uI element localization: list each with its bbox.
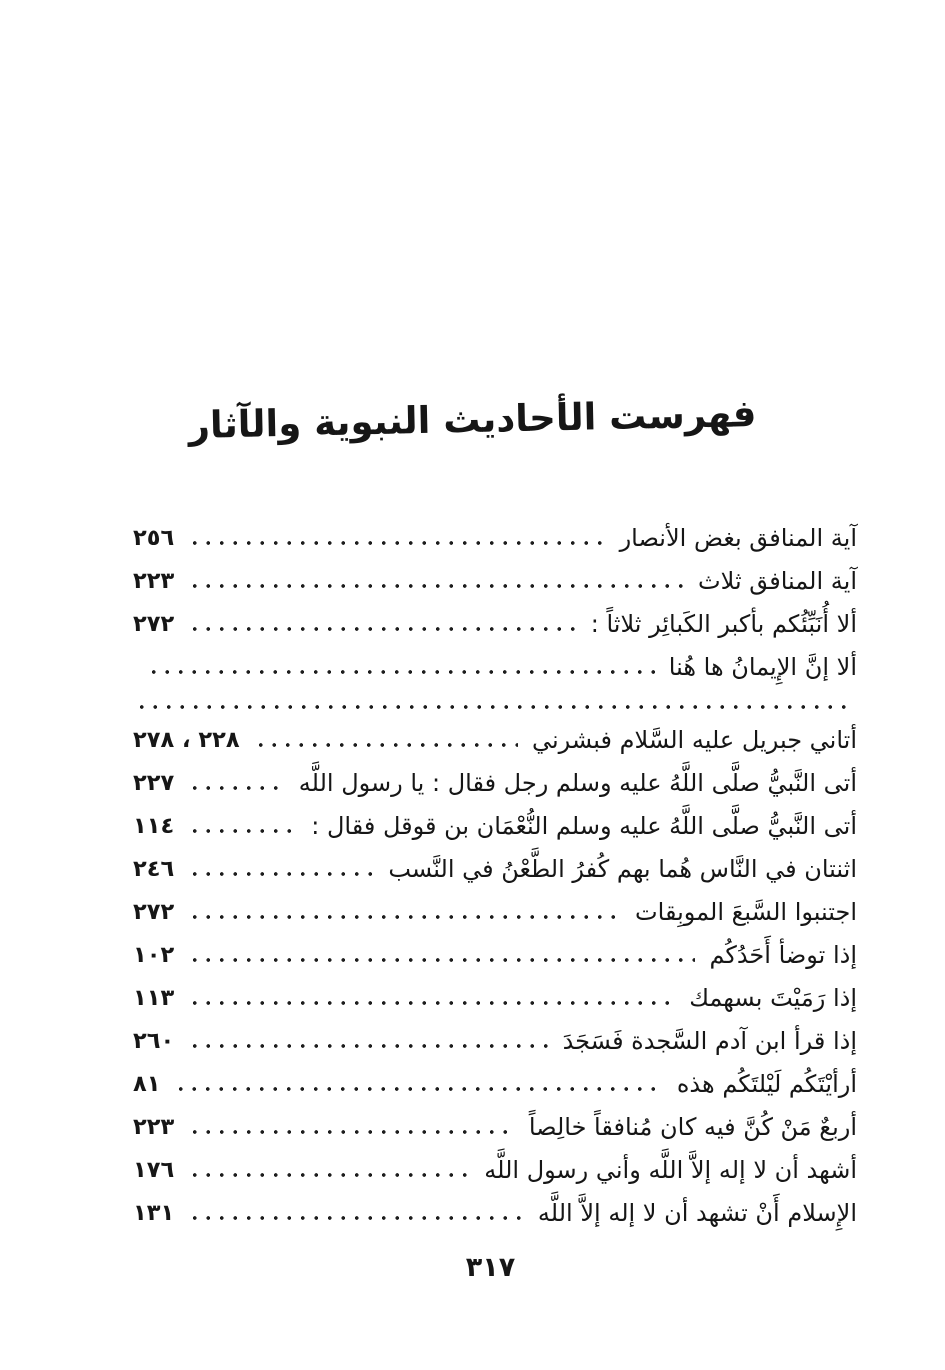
entry-page-number: ١١٤ [133, 812, 175, 839]
dot-leader [188, 1105, 515, 1148]
entry-text: أربعٌ مَنْ كُنَّ فيه كان مُنافقاً خالِصا… [528, 1112, 857, 1141]
entry-page-number: ٢٧٢ [133, 610, 175, 637]
entry-page-number: ١٣١ [133, 1199, 175, 1226]
index-entry: أشهد أن لا إله إلاَّ اللَّه وأني رسول ال… [133, 1148, 857, 1191]
index-entry: آية المنافق ثلاث ٢٢٣ [133, 559, 857, 602]
index-entry: اثنتان في النَّاس هُما بهم كُفرُ الطَّعْ… [133, 847, 857, 890]
entry-text: إذا قرأ ابن آدم السَّجدة فَسَجَدَ [562, 1026, 857, 1055]
dot-leader [188, 847, 375, 890]
entry-page-number: ١٠٢ [133, 941, 175, 968]
hadith-index-list: آية المنافق بغض الأنصار ٢٥٦ آية المنافق … [133, 516, 857, 1234]
dot-leader [188, 559, 685, 602]
index-entry: أرأيْتَكُم لَيْلتَكُم هذه ٨١ [133, 1062, 857, 1105]
index-entry: آية المنافق بغض الأنصار ٢٥٦ [133, 516, 857, 559]
dot-leader [188, 602, 577, 645]
entry-text: إذا توضأ أَحَدُكُم [709, 940, 857, 969]
dot-leader [188, 516, 606, 559]
dot-leader [188, 1019, 549, 1062]
dot-leader [188, 1148, 471, 1191]
entry-text: ألا إنَّ الإِيمانُ ها هُنا [668, 652, 857, 681]
page-title: فهرست الأحاديث النبوية والآثار [188, 392, 757, 447]
entry-page-number: ٨١ [133, 1070, 161, 1097]
index-entry: أتى النَّبيُّ صلَّى اللَّهُ عليه وسلم رج… [133, 761, 857, 804]
entry-page-number: ٢٢٣ [133, 1113, 175, 1140]
entry-page-number: ٢٥٦ [133, 524, 175, 551]
entry-text: أتى النَّبيُّ صلَّى اللَّهُ عليه وسلم رج… [298, 768, 857, 797]
entry-page-number: ٢٦٠ [133, 1027, 175, 1054]
entry-text: أشهد أن لا إله إلاَّ اللَّه وأني رسول ال… [484, 1155, 857, 1184]
entry-page-number: ٢٢٧ [133, 769, 175, 796]
entry-text: اجتنبوا السَّبعَ الموبِقات [635, 897, 857, 926]
entry-text: اثنتان في النَّاس هُما بهم كُفرُ الطَّعْ… [388, 854, 857, 883]
entry-text: أرأيْتَكُم لَيْلتَكُم هذه [676, 1069, 857, 1098]
dot-leader [253, 718, 518, 761]
index-entry: ألا إنَّ الإِيمانُ ها هُنا [133, 645, 857, 688]
entry-text: آية المنافق بغض الأنصار [619, 523, 857, 552]
dot-leader [188, 761, 285, 804]
index-entry: الإِسلام أَنْ تشهد أن لا إله إلاَّ اللَّ… [133, 1191, 857, 1234]
dot-leader [188, 933, 696, 976]
entry-page-number: ١١٣ [133, 984, 175, 1011]
dot-leader [188, 1191, 524, 1234]
entry-text: أتاني جبريل عليه السَّلام فبشرني [531, 725, 857, 754]
index-entry: أربعٌ مَنْ كُنَّ فيه كان مُنافقاً خالِصا… [133, 1105, 857, 1148]
index-entry: أتاني جبريل عليه السَّلام فبشرني ٢٢٨ ، ٢… [133, 718, 857, 761]
index-entry: إذا توضأ أَحَدُكُم ١٠٢ [133, 933, 857, 976]
index-entry: أتى النَّبيُّ صلَّى اللَّهُ عليه وسلم ال… [133, 804, 857, 847]
entry-text: الإِسلام أَنْ تشهد أن لا إله إلاَّ اللَّ… [537, 1198, 857, 1227]
dot-leader [188, 890, 622, 933]
dot-leader [174, 1062, 663, 1105]
entry-page-number: ٢٢٨ ، ٢٧٨ [133, 726, 240, 753]
entry-page-number: ١٧٦ [133, 1156, 175, 1183]
entry-page-number: ٢٧٢ [133, 898, 175, 925]
dot-leader-continuation-row [133, 688, 857, 718]
dot-leader [135, 688, 855, 718]
dot-leader [188, 976, 676, 1019]
entry-text: أتى النَّبيُّ صلَّى اللَّهُ عليه وسلم ال… [311, 811, 857, 840]
index-entry: ألا أُنَبِّئُكم بأكبر الكَبائِر ثلاثاً :… [133, 602, 857, 645]
entry-text: آية المنافق ثلاث [698, 566, 857, 595]
index-entry: اجتنبوا السَّبعَ الموبِقات ٢٧٢ [133, 890, 857, 933]
entry-text: ألا أُنَبِّئُكم بأكبر الكَبائِر ثلاثاً : [590, 609, 857, 638]
dot-leader [188, 804, 298, 847]
index-entry: إذا قرأ ابن آدم السَّجدة فَسَجَدَ ٢٦٠ [133, 1019, 857, 1062]
entry-page-number: ٢٤٦ [133, 855, 175, 882]
dot-leader [147, 645, 655, 688]
entry-page-number: ٢٢٣ [133, 567, 175, 594]
index-entry: إذا رَمَيْتَ بسهمك ١١٣ [133, 976, 857, 1019]
entry-text: إذا رَمَيْتَ بسهمك [689, 983, 857, 1012]
footer-page-number: ٣١٧ [465, 1252, 516, 1283]
